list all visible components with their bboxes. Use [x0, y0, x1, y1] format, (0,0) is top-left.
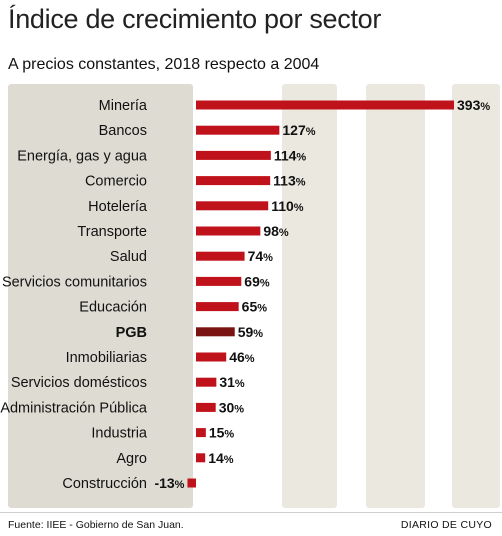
category-label: PGB: [116, 325, 147, 341]
bar: [196, 327, 235, 337]
source-note: Fuente: IIEE - Gobierno de San Juan.: [8, 519, 184, 531]
category-label: Administración Pública: [0, 400, 148, 416]
bar: [196, 352, 227, 362]
value-label: 127%: [282, 122, 315, 138]
bar: [196, 176, 271, 186]
bar-chart: Minería Bancos Energía, gas y agua Comercio…: [0, 84, 500, 508]
value-label: -13%: [154, 475, 184, 491]
publisher-credit: DIARIO DE CUYO: [400, 519, 492, 531]
category-label: Industria: [91, 426, 148, 442]
column-band: [366, 84, 425, 508]
value-label: 30%: [219, 399, 245, 415]
category-label: Bancos: [99, 123, 147, 139]
category-label: Energía, gas y agua: [17, 148, 148, 164]
category-label: Minería: [99, 98, 148, 114]
bar: [196, 150, 271, 160]
bar: [196, 125, 280, 135]
category-label: Hotelería: [88, 199, 148, 215]
bar: [187, 478, 196, 488]
value-label: 15%: [209, 425, 235, 441]
bar: [196, 276, 242, 286]
category-label: Construcción: [62, 476, 147, 492]
footer-divider: [0, 512, 502, 513]
value-label: 114%: [274, 147, 307, 163]
value-label: 59%: [238, 324, 264, 340]
bar: [196, 453, 206, 463]
bar: [196, 251, 245, 261]
bar: [196, 402, 216, 412]
chart-subtitle: A precios constantes, 2018 respecto a 20…: [8, 56, 320, 73]
category-label: Transporte: [77, 224, 147, 240]
category-label: Educación: [79, 300, 147, 316]
category-label: Agro: [116, 451, 147, 467]
value-label: 46%: [229, 349, 255, 365]
bar: [196, 428, 206, 438]
category-label: Inmobiliarias: [66, 350, 147, 366]
bar: [196, 100, 455, 110]
chart-title: Índice de crecimiento por sector: [8, 4, 382, 34]
value-label: 31%: [219, 374, 245, 390]
label-panel: [8, 84, 193, 508]
value-label: 74%: [248, 248, 274, 264]
value-label: 69%: [244, 273, 270, 289]
value-label: 113%: [273, 173, 306, 189]
value-label: 14%: [208, 450, 234, 466]
bar: [196, 226, 261, 236]
column-band: [452, 84, 500, 508]
category-label: Servicios comunitarios: [2, 274, 147, 290]
bar: [196, 377, 217, 387]
category-label: Salud: [110, 249, 147, 265]
value-label: 110%: [271, 198, 304, 214]
value-label: 393%: [457, 97, 490, 113]
category-label: Comercio: [85, 174, 147, 190]
value-label: 65%: [242, 299, 268, 315]
column-band: [282, 84, 337, 508]
value-label: 98%: [263, 223, 289, 239]
category-label: Servicios domésticos: [11, 375, 147, 391]
bar: [196, 201, 269, 211]
bar: [196, 302, 239, 312]
